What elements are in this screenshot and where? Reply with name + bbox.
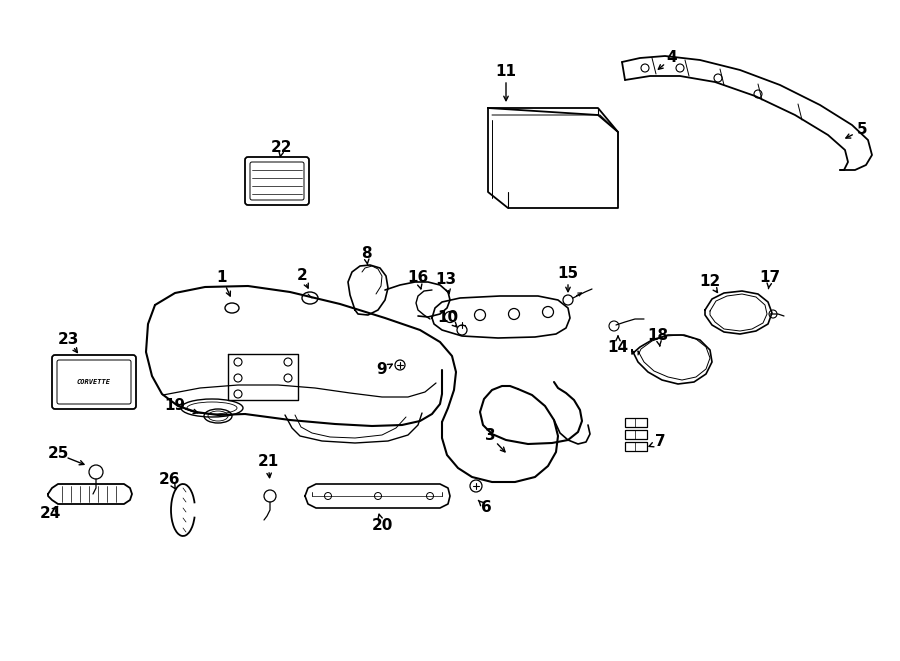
- Text: 14: 14: [608, 340, 628, 356]
- Text: 16: 16: [408, 270, 428, 286]
- Text: 19: 19: [165, 399, 185, 414]
- Text: 22: 22: [271, 141, 292, 155]
- Text: 1: 1: [217, 270, 227, 286]
- Text: 4: 4: [667, 50, 678, 65]
- Bar: [625, 442, 647, 451]
- Text: 11: 11: [496, 65, 517, 79]
- Text: 5: 5: [857, 122, 868, 137]
- Text: 25: 25: [48, 446, 68, 461]
- Text: 21: 21: [257, 455, 279, 469]
- Text: 15: 15: [557, 266, 579, 282]
- Text: 17: 17: [760, 270, 780, 286]
- Text: 3: 3: [485, 428, 495, 444]
- Text: 20: 20: [372, 518, 392, 533]
- Text: 12: 12: [699, 274, 721, 290]
- Text: 18: 18: [647, 327, 669, 342]
- Text: 26: 26: [159, 473, 181, 488]
- Bar: [625, 430, 647, 439]
- Text: 23: 23: [58, 332, 78, 348]
- Text: 9: 9: [377, 362, 387, 377]
- Text: 13: 13: [436, 272, 456, 288]
- Text: 2: 2: [297, 268, 308, 282]
- Text: 7: 7: [654, 434, 665, 449]
- Text: 6: 6: [481, 500, 491, 516]
- Text: 8: 8: [361, 247, 372, 262]
- Text: CORVETTE: CORVETTE: [77, 379, 111, 385]
- Text: 24: 24: [40, 506, 60, 522]
- Text: 10: 10: [437, 311, 459, 325]
- Bar: [625, 418, 647, 427]
